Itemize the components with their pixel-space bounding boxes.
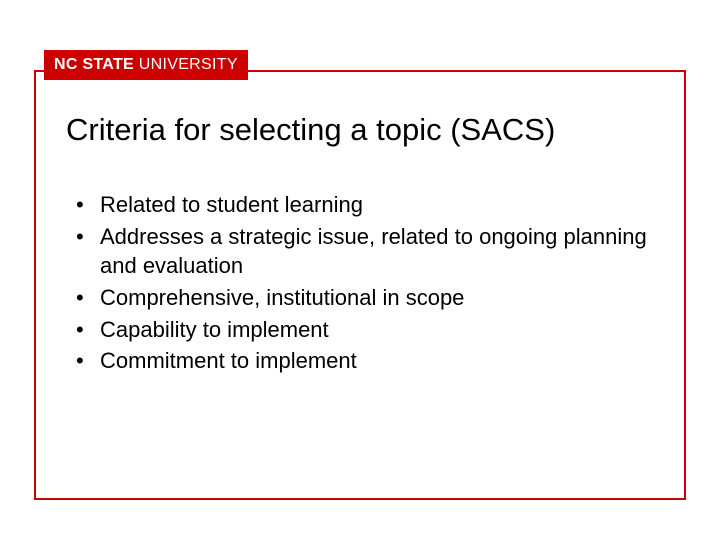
bullet-text: Related to student learning xyxy=(100,192,363,217)
slide-title: Criteria for selecting a topic (SACS) xyxy=(66,112,555,148)
list-item: Commitment to implement xyxy=(70,346,670,376)
brand-name-light: UNIVERSITY xyxy=(134,56,238,73)
list-item: Comprehensive, institutional in scope xyxy=(70,283,670,313)
list-item: Related to student learning xyxy=(70,190,670,220)
bullet-text: Capability to implement xyxy=(100,317,329,342)
bullet-text: Addresses a strategic issue, related to … xyxy=(100,224,647,279)
bullet-list: Related to student learning Addresses a … xyxy=(70,190,670,378)
bullet-text: Comprehensive, institutional in scope xyxy=(100,285,464,310)
brand-badge: NC STATE UNIVERSITY xyxy=(44,50,248,80)
brand-name-bold: NC STATE xyxy=(54,56,134,73)
bullet-text: Commitment to implement xyxy=(100,348,357,373)
list-item: Addresses a strategic issue, related to … xyxy=(70,222,670,281)
list-item: Capability to implement xyxy=(70,315,670,345)
